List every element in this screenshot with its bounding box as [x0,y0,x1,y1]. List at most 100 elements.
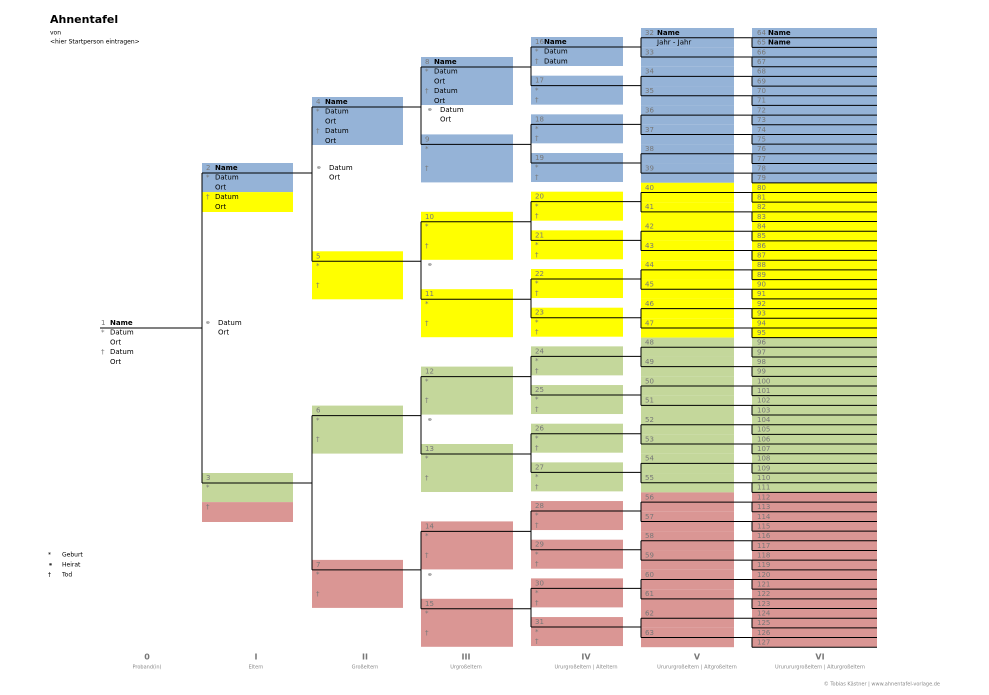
person-number: 22 [535,270,544,278]
person-number: 11 [425,290,434,298]
person-number: 13 [425,445,434,453]
person-name: Name [434,58,457,66]
person-name: Name [657,29,680,37]
person-number: 75 [757,135,766,143]
marriage-place: Ort [218,329,229,337]
person-number: 90 [757,281,766,289]
person-name: Name [215,164,238,172]
symbol: † [425,629,429,637]
symbol: † [535,560,539,568]
box [421,521,513,570]
person-number: 86 [757,242,766,250]
box [752,569,877,580]
person-number: 14 [425,522,434,530]
box [531,578,623,608]
person-number: 7 [316,561,320,569]
box [531,501,623,531]
person-number: 6 [316,407,321,415]
symbol: † [535,135,539,143]
person-number: 45 [645,281,654,289]
box [531,385,623,415]
symbol: * [535,473,539,481]
person-number: 119 [757,561,770,569]
box [421,211,513,260]
person-number: 80 [757,184,766,192]
person-number: 61 [645,590,654,598]
box [752,318,877,328]
box [752,502,877,512]
box [752,260,877,270]
box [752,560,877,570]
field: Ort [110,358,121,366]
field: Datum [110,329,134,337]
field: Datum [544,48,568,56]
symbol: † [535,289,539,297]
person-number: 26 [535,425,544,433]
person-number: 41 [645,203,654,211]
person-number: 31 [535,618,544,626]
symbol: † [535,444,539,452]
field: Ort [434,77,445,85]
person-number: 97 [757,348,766,356]
box [312,97,403,145]
person-number: 88 [757,261,766,269]
person-number: 87 [757,252,766,260]
person-name: Name [544,38,567,46]
person-number: 35 [645,87,654,95]
column-label: Urururgroßeltern | Altgroßeltern [657,665,737,671]
person-number: 85 [757,232,766,240]
person-number: 34 [645,68,654,76]
person-number: 55 [645,474,654,482]
person-number: 33 [645,48,654,56]
person-number: 18 [535,115,544,123]
symbol: * [425,377,429,385]
field: Datum [434,87,458,95]
person-number: 117 [757,542,770,550]
box [752,250,877,261]
person-number: 62 [645,610,654,618]
person-number: 126 [757,629,771,637]
box [752,163,877,174]
legend-text: Tod [61,572,72,579]
symbol: * [535,318,539,326]
person-number: 125 [757,619,770,627]
box [752,521,877,532]
person-number: 107 [757,445,770,453]
person-number: 116 [757,532,771,540]
symbol: * [425,223,429,231]
person-number: 10 [425,213,434,221]
person-number: 64 [757,29,766,37]
person-number: 38 [645,145,654,153]
box [752,531,877,541]
field: Ort [110,338,121,346]
person-number: 36 [645,106,654,114]
person-number: 110 [757,474,770,482]
symbol: * [101,329,105,337]
symbol: * [425,68,429,76]
symbol: * [535,48,539,56]
marriage-symbol: ⚭ [427,106,433,114]
symbol: * [316,108,320,116]
box [421,598,513,647]
person-number: 40 [645,184,654,192]
person-number: 19 [535,154,544,162]
person-number: 63 [645,629,654,637]
column-label: Ururururgroßeltern | Alturgroßeltern [775,665,865,671]
symbol: * [425,300,429,308]
box [752,298,877,309]
box [752,221,877,232]
symbol: † [316,127,320,135]
box [752,240,877,251]
symbol: * [535,125,539,133]
person-number: 15 [425,600,434,608]
symbol: * [425,610,429,618]
symbol: * [206,484,210,492]
symbol: * [535,434,539,442]
box [531,617,623,647]
person-number: 4 [316,98,321,106]
person-number: 2 [206,164,210,172]
box [752,337,877,348]
box [752,95,877,106]
box [752,124,877,135]
